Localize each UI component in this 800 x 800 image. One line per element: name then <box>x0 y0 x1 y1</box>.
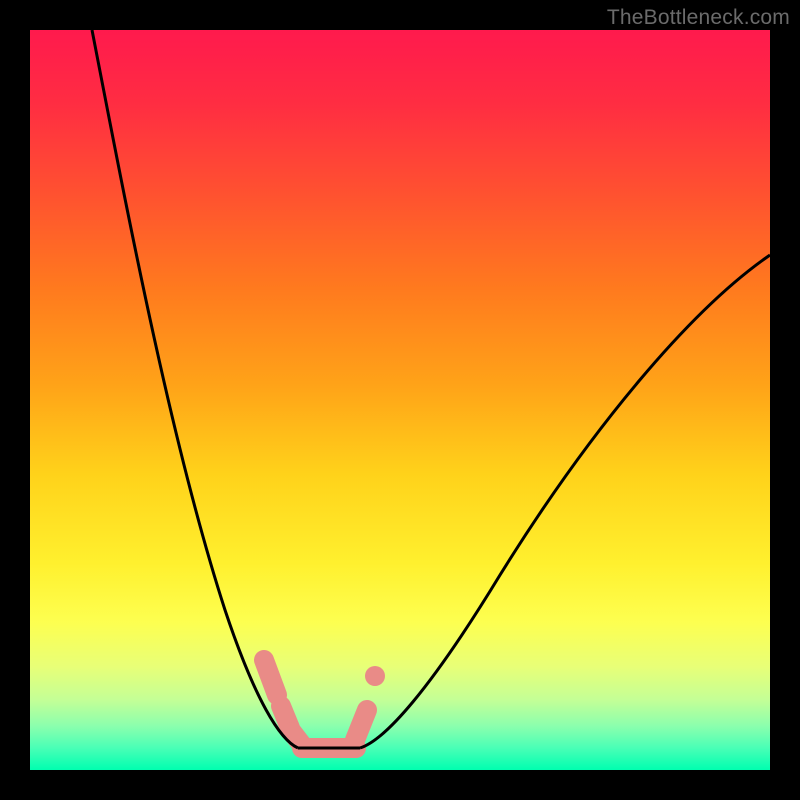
plot-area <box>30 30 770 770</box>
marker-segment <box>264 660 277 695</box>
chart-frame: TheBottleneck.com <box>0 0 800 800</box>
curve-layer <box>30 30 770 770</box>
watermark-text: TheBottleneck.com <box>607 6 790 30</box>
marker-segment <box>355 710 367 740</box>
curve-right <box>360 255 770 748</box>
marker-dot <box>365 666 385 686</box>
curve-left <box>92 30 298 748</box>
